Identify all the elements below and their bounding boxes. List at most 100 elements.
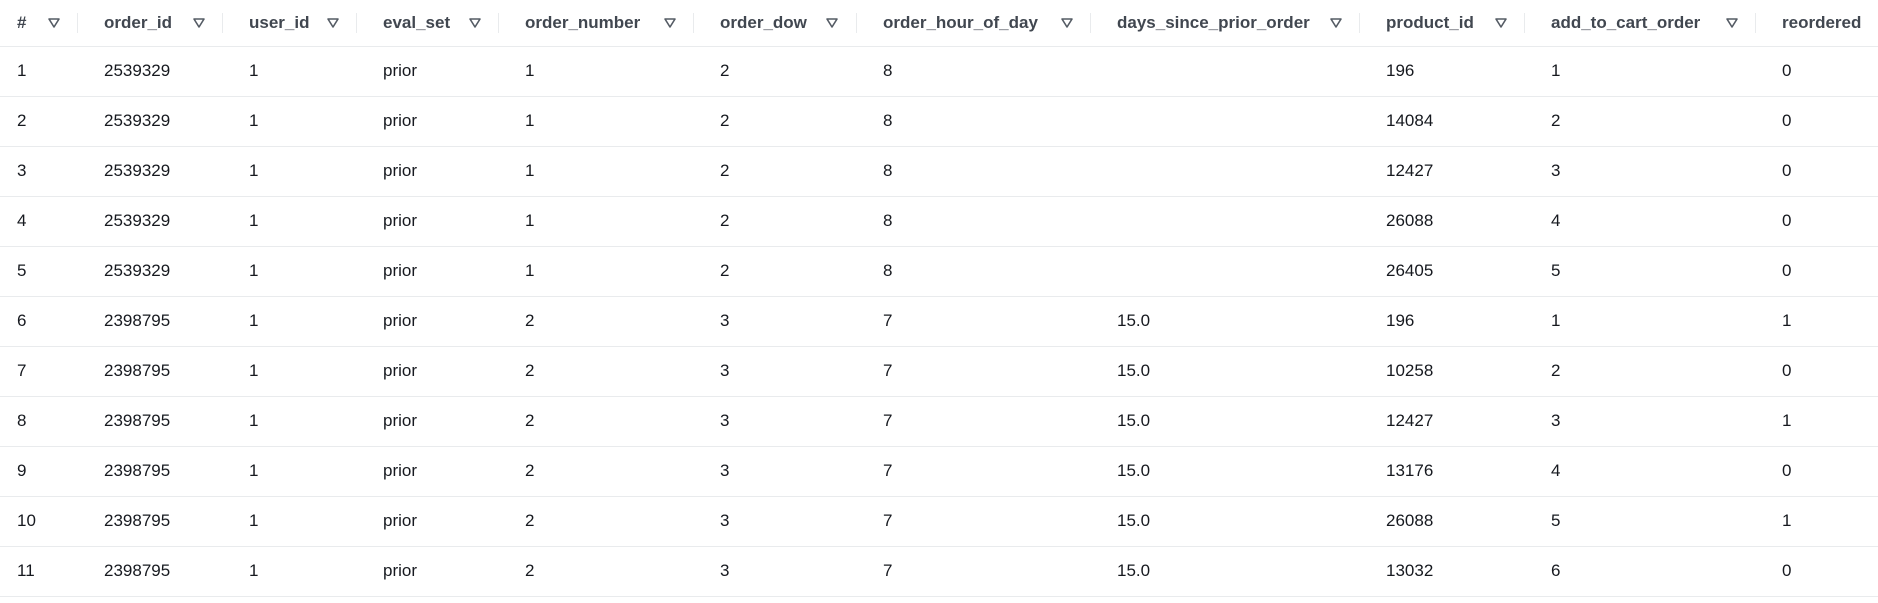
column-header-user-id[interactable]: user_id bbox=[223, 0, 357, 46]
column-divider[interactable] bbox=[356, 13, 357, 33]
cell-product-id: 196 bbox=[1386, 61, 1415, 80]
cell-order-id: 2539329 bbox=[104, 161, 171, 180]
table-row[interactable]: 2 2539329 1 prior 1 2 8 14084 2 0 bbox=[0, 96, 1878, 146]
filter-triangle-icon[interactable] bbox=[47, 15, 61, 29]
column-divider[interactable] bbox=[1755, 13, 1756, 33]
column-divider[interactable] bbox=[693, 13, 694, 33]
table-row[interactable]: 11 2398795 1 prior 2 3 7 15.0 13032 6 0 bbox=[0, 546, 1878, 596]
table-row[interactable]: 1 2539329 1 prior 1 2 8 196 1 0 bbox=[0, 46, 1878, 96]
table-header: # order_id bbox=[0, 0, 1878, 46]
cell-eval-set: prior bbox=[383, 111, 418, 130]
cell-user-id: 1 bbox=[249, 161, 259, 180]
filter-triangle-icon[interactable] bbox=[468, 15, 482, 29]
cell-row-number: 3 bbox=[17, 161, 27, 180]
filter-triangle-icon[interactable] bbox=[1494, 15, 1508, 29]
cell-order-hour-of-day: 8 bbox=[883, 261, 893, 280]
cell-reordered: 0 bbox=[1782, 211, 1792, 230]
cell-order-number: 2 bbox=[525, 461, 535, 480]
cell-eval-set: prior bbox=[383, 511, 418, 530]
cell-eval-set: prior bbox=[383, 311, 418, 330]
cell-reordered: 0 bbox=[1782, 61, 1792, 80]
cell-reordered: 0 bbox=[1782, 161, 1792, 180]
cell-reordered: 0 bbox=[1782, 561, 1792, 580]
table-row[interactable]: 9 2398795 1 prior 2 3 7 15.0 13176 4 0 bbox=[0, 446, 1878, 496]
column-header-order-number[interactable]: order_number bbox=[499, 0, 694, 46]
column-header-order-id[interactable]: order_id bbox=[78, 0, 223, 46]
cell-days-since-prior-order: 15.0 bbox=[1117, 511, 1151, 530]
cell-days-since-prior-order bbox=[1091, 46, 1360, 96]
cell-add-to-cart-order: 1 bbox=[1551, 61, 1561, 80]
filter-triangle-icon[interactable] bbox=[663, 15, 677, 29]
cell-reordered: 0 bbox=[1782, 361, 1792, 380]
cell-product-id: 26088 bbox=[1386, 511, 1434, 530]
filter-triangle-icon[interactable] bbox=[1060, 15, 1074, 29]
cell-eval-set: prior bbox=[383, 211, 418, 230]
cell-eval-set: prior bbox=[383, 161, 418, 180]
cell-order-number: 2 bbox=[525, 311, 535, 330]
table-row[interactable]: 8 2398795 1 prior 2 3 7 15.0 12427 3 1 bbox=[0, 396, 1878, 446]
cell-row-number: 8 bbox=[17, 411, 27, 430]
cell-add-to-cart-order: 1 bbox=[1551, 311, 1561, 330]
column-header-row-number[interactable]: # bbox=[0, 0, 78, 46]
column-divider[interactable] bbox=[77, 13, 78, 33]
cell-order-hour-of-day: 8 bbox=[883, 161, 893, 180]
column-header-label: order_hour_of_day bbox=[883, 12, 1038, 32]
cell-product-id: 14084 bbox=[1386, 111, 1434, 130]
cell-eval-set: prior bbox=[383, 61, 418, 80]
cell-order-dow: 2 bbox=[720, 211, 730, 230]
cell-user-id: 1 bbox=[249, 361, 259, 380]
cell-order-number: 1 bbox=[525, 211, 535, 230]
column-divider[interactable] bbox=[856, 13, 857, 33]
column-header-label: days_since_prior_order bbox=[1117, 12, 1310, 32]
cell-user-id: 1 bbox=[249, 261, 259, 280]
column-header-reordered[interactable]: reordered bbox=[1756, 0, 1878, 46]
column-divider[interactable] bbox=[1524, 13, 1525, 33]
column-header-label: user_id bbox=[249, 12, 310, 32]
table-row[interactable]: 5 2539329 1 prior 1 2 8 26405 5 0 bbox=[0, 246, 1878, 296]
table-row[interactable]: 7 2398795 1 prior 2 3 7 15.0 10258 2 0 bbox=[0, 346, 1878, 396]
filter-triangle-icon[interactable] bbox=[192, 15, 206, 29]
column-header-order-dow[interactable]: order_dow bbox=[694, 0, 857, 46]
column-header-product-id[interactable]: product_id bbox=[1360, 0, 1525, 46]
cell-add-to-cart-order: 2 bbox=[1551, 111, 1561, 130]
column-divider[interactable] bbox=[498, 13, 499, 33]
cell-order-dow: 3 bbox=[720, 561, 730, 580]
filter-triangle-icon[interactable] bbox=[1329, 15, 1343, 29]
cell-product-id: 10258 bbox=[1386, 361, 1434, 380]
cell-order-hour-of-day: 7 bbox=[883, 411, 893, 430]
cell-days-since-prior-order bbox=[1091, 246, 1360, 296]
table-row[interactable]: 4 2539329 1 prior 1 2 8 26088 4 0 bbox=[0, 196, 1878, 246]
cell-order-hour-of-day: 8 bbox=[883, 111, 893, 130]
column-divider[interactable] bbox=[222, 13, 223, 33]
cell-order-id: 2398795 bbox=[104, 461, 171, 480]
cell-days-since-prior-order bbox=[1091, 146, 1360, 196]
cell-order-id: 2539329 bbox=[104, 111, 171, 130]
cell-order-hour-of-day: 7 bbox=[883, 461, 893, 480]
cell-order-hour-of-day: 7 bbox=[883, 561, 893, 580]
table-row[interactable]: 3 2539329 1 prior 1 2 8 12427 3 0 bbox=[0, 146, 1878, 196]
filter-triangle-icon[interactable] bbox=[1725, 15, 1739, 29]
column-header-label: eval_set bbox=[383, 12, 451, 32]
cell-add-to-cart-order: 6 bbox=[1551, 561, 1561, 580]
cell-order-id: 2398795 bbox=[104, 411, 171, 430]
column-header-order-hour-of-day[interactable]: order_hour_of_day bbox=[857, 0, 1091, 46]
column-divider[interactable] bbox=[1359, 13, 1360, 33]
column-divider[interactable] bbox=[1090, 13, 1091, 33]
column-header-eval-set[interactable]: eval_set bbox=[357, 0, 499, 46]
column-header-days-since-prior-order[interactable]: days_since_prior_order bbox=[1091, 0, 1360, 46]
column-header-label: order_number bbox=[525, 12, 641, 32]
filter-triangle-icon[interactable] bbox=[326, 15, 340, 29]
cell-order-dow: 3 bbox=[720, 361, 730, 380]
table-row[interactable]: 10 2398795 1 prior 2 3 7 15.0 26088 5 1 bbox=[0, 496, 1878, 546]
cell-product-id: 12427 bbox=[1386, 411, 1434, 430]
cell-reordered: 1 bbox=[1782, 311, 1792, 330]
cell-days-since-prior-order: 15.0 bbox=[1117, 361, 1151, 380]
cell-days-since-prior-order bbox=[1091, 196, 1360, 246]
column-header-add-to-cart-order[interactable]: add_to_cart_order bbox=[1525, 0, 1756, 46]
cell-product-id: 12427 bbox=[1386, 161, 1434, 180]
filter-triangle-icon[interactable] bbox=[825, 15, 839, 29]
cell-add-to-cart-order: 3 bbox=[1551, 161, 1561, 180]
table-row[interactable]: 6 2398795 1 prior 2 3 7 15.0 196 1 1 bbox=[0, 296, 1878, 346]
